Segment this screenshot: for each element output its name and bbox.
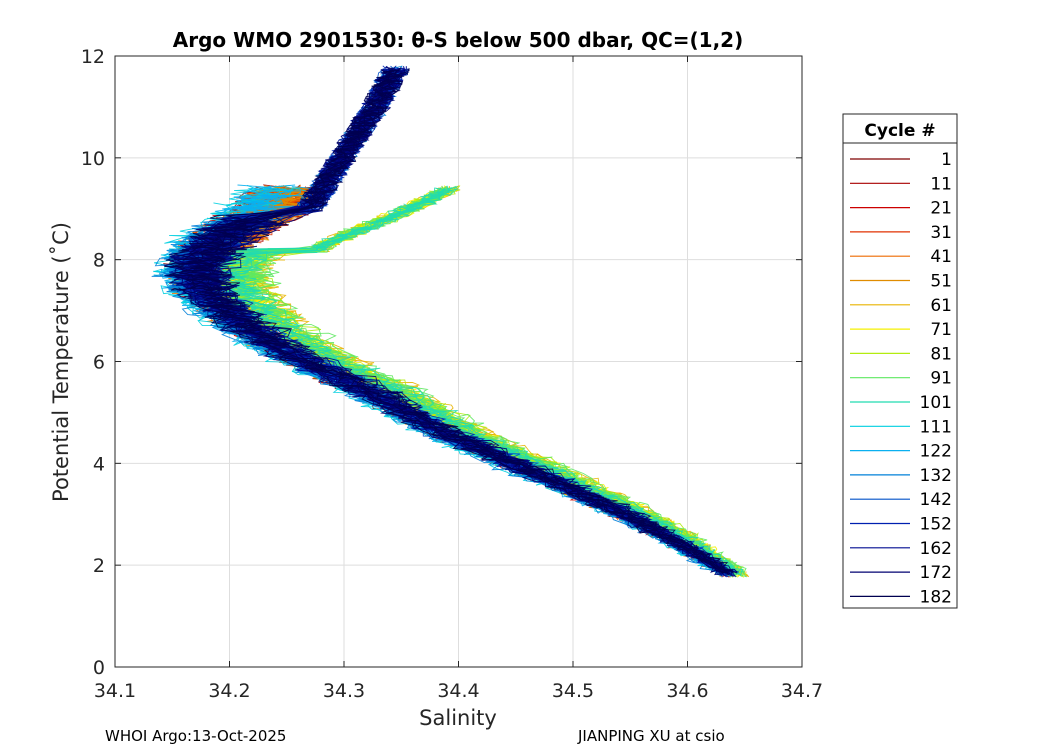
legend-label: 21 — [930, 199, 952, 219]
cycle-trace — [174, 67, 727, 574]
legend-label: 132 — [920, 466, 952, 486]
legend-label: 172 — [920, 563, 952, 583]
legend-label: 122 — [920, 442, 952, 462]
y-tick-label: 6 — [93, 352, 105, 374]
x-tick-label: 34.2 — [208, 680, 250, 702]
legend-label: 142 — [920, 490, 952, 510]
legend-label: 11 — [930, 174, 952, 194]
cycle-trace — [226, 189, 745, 573]
footer-left: WHOI Argo:13-Oct-2025 — [105, 727, 286, 745]
cycle-trace — [187, 67, 730, 576]
legend-items: 1112131415161718191101111122132142152162… — [850, 150, 952, 607]
legend-box — [842, 113, 958, 609]
legend-label: 51 — [930, 272, 952, 292]
x-tick-label: 34.4 — [437, 680, 479, 702]
y-tick-label: 8 — [93, 250, 105, 272]
cycle-group-182 — [164, 67, 738, 576]
y-tick-label: 10 — [81, 148, 105, 170]
legend-label: 111 — [920, 417, 952, 437]
cycle-trace — [237, 185, 748, 578]
y-tick-label: 0 — [93, 657, 105, 679]
x-axis-label: Salinity — [419, 706, 497, 730]
y-axis-label: Potential Temperature (˚C) — [49, 222, 73, 502]
cycle-trace — [189, 69, 732, 572]
legend-label: 61 — [930, 296, 952, 316]
legend-label: 41 — [930, 247, 952, 267]
legend-label: 152 — [920, 515, 952, 535]
legend-label: 91 — [930, 369, 952, 389]
legend-label: 31 — [930, 223, 952, 243]
cycle-trace — [225, 186, 744, 574]
y-tick-label: 2 — [93, 555, 105, 577]
y-tick-label: 4 — [93, 453, 105, 475]
x-tick-label: 34.6 — [666, 680, 708, 702]
cycle-trace — [164, 70, 726, 572]
x-tick-label: 34.5 — [552, 680, 594, 702]
legend-label: 71 — [930, 320, 952, 340]
legend: Cycle # 11121314151617181911011111221321… — [842, 113, 958, 609]
x-tick-label: 34.3 — [323, 680, 365, 702]
y-tick-label: 12 — [81, 46, 105, 68]
chart-title: Argo WMO 2901530: θ-S below 500 dbar, QC… — [173, 28, 743, 52]
x-tick-label: 34.7 — [781, 680, 823, 702]
data-traces — [151, 65, 750, 578]
legend-label: 81 — [930, 344, 952, 364]
legend-label: 162 — [920, 539, 952, 559]
axis-ticks: 34.1 34.2 34.3 34.4 34.5 34.6 34.7 0 2 4 6 8 10 12 — [81, 46, 823, 702]
legend-title: Cycle # — [864, 121, 935, 141]
x-tick-label: 34.1 — [94, 680, 136, 702]
legend-label: 182 — [920, 587, 952, 607]
cycle-trace — [204, 69, 738, 574]
legend-label: 101 — [920, 393, 952, 413]
footer-right: JIANPING XU at csio — [577, 727, 725, 745]
legend-label: 1 — [941, 150, 952, 170]
